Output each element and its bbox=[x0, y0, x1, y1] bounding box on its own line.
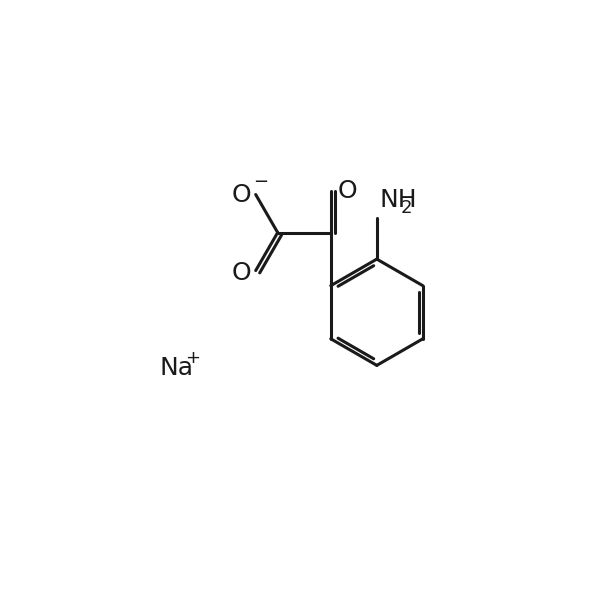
Text: Na: Na bbox=[160, 356, 194, 380]
Text: 2: 2 bbox=[400, 199, 412, 217]
Text: O: O bbox=[232, 261, 251, 285]
Text: O: O bbox=[232, 182, 251, 206]
Text: NH: NH bbox=[379, 188, 417, 212]
Text: O: O bbox=[338, 179, 358, 203]
Text: −: − bbox=[253, 173, 269, 191]
Text: +: + bbox=[185, 349, 200, 367]
